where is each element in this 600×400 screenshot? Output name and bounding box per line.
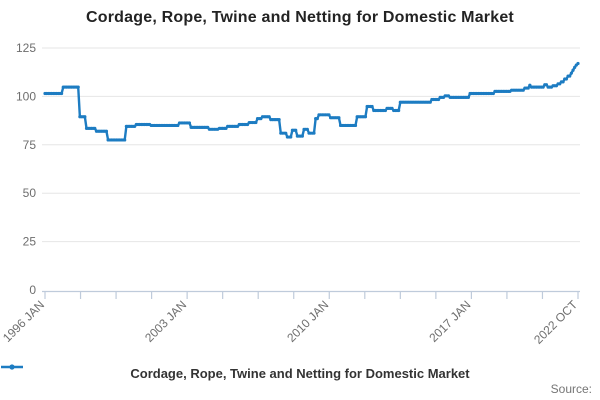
y-tick-label: 125: [16, 41, 36, 55]
data-point: [277, 118, 281, 122]
data-point: [312, 131, 316, 135]
data-point: [571, 68, 575, 72]
data-point: [569, 71, 573, 75]
legend-label: Cordage, Rope, Twine and Netting for Dom…: [130, 365, 470, 381]
y-tick-label: 100: [16, 89, 36, 103]
data-point: [294, 128, 298, 132]
data-point: [526, 86, 530, 90]
data-point: [187, 121, 192, 125]
data-point: [363, 115, 368, 119]
source-label: Source:: [550, 382, 592, 396]
data-point: [428, 100, 432, 104]
data-point: [370, 104, 374, 109]
data-point: [284, 131, 288, 135]
x-tick-label: 1996 JAN: [0, 298, 47, 345]
y-gridlines: [42, 47, 580, 243]
data-point: [544, 83, 549, 87]
data-point: [397, 108, 401, 113]
data-point: [315, 117, 319, 121]
data-point: [104, 129, 109, 133]
x-tick-label: 2022 OCT: [531, 297, 581, 347]
data-point: [576, 61, 580, 66]
data-point: [564, 77, 568, 81]
data-point: [568, 74, 572, 78]
data-point: [466, 95, 471, 99]
data-point: [254, 120, 258, 125]
data-point: [353, 123, 358, 128]
x-tick-label: 2017 JAN: [426, 298, 473, 345]
chart-canvas: 0 25 50 75 100 125 1996 JAN 2003 JAN 2010 JAN 201…: [0, 41, 581, 347]
data-point: [83, 115, 87, 119]
data-point: [123, 138, 127, 142]
data-point: [176, 123, 180, 128]
data-points: [43, 61, 580, 142]
x-tick-label: 2003 JAN: [142, 298, 189, 345]
data-point: [267, 115, 271, 119]
data-point: [93, 126, 97, 130]
data-point: [561, 80, 565, 84]
y-tick-label: 75: [23, 138, 37, 152]
data-point: [327, 113, 331, 117]
y-tick-label: 25: [23, 235, 37, 249]
data-point: [541, 85, 545, 89]
data-point: [573, 65, 577, 69]
data-point: [305, 127, 309, 131]
legend-item[interactable]: Cordage, Rope, Twine and Netting for Dom…: [1, 364, 470, 381]
y-tick-label: 0: [29, 283, 36, 297]
y-tick-label: 50: [23, 186, 37, 200]
data-point: [60, 91, 64, 96]
data-point: [337, 116, 341, 120]
legend-line-icon: [1, 364, 23, 370]
data-line[interactable]: [43, 62, 580, 142]
data-point: [76, 85, 80, 89]
data-point: [289, 135, 293, 139]
y-axis-labels: 0 25 50 75 100 125: [16, 41, 36, 297]
x-tick-label: 2010 JAN: [284, 298, 331, 345]
x-axis-labels: 1996 JAN 2003 JAN 2010 JAN 2017 JAN 2022 OCT: [0, 297, 581, 347]
legend: Cordage, Rope, Twine and Netting for Dom…: [0, 362, 600, 384]
x-axis: [42, 290, 580, 299]
chart-title: Cordage, Rope, Twine and Netting for Dom…: [86, 9, 514, 26]
data-point: [300, 134, 304, 138]
data-series[interactable]: [43, 61, 580, 142]
